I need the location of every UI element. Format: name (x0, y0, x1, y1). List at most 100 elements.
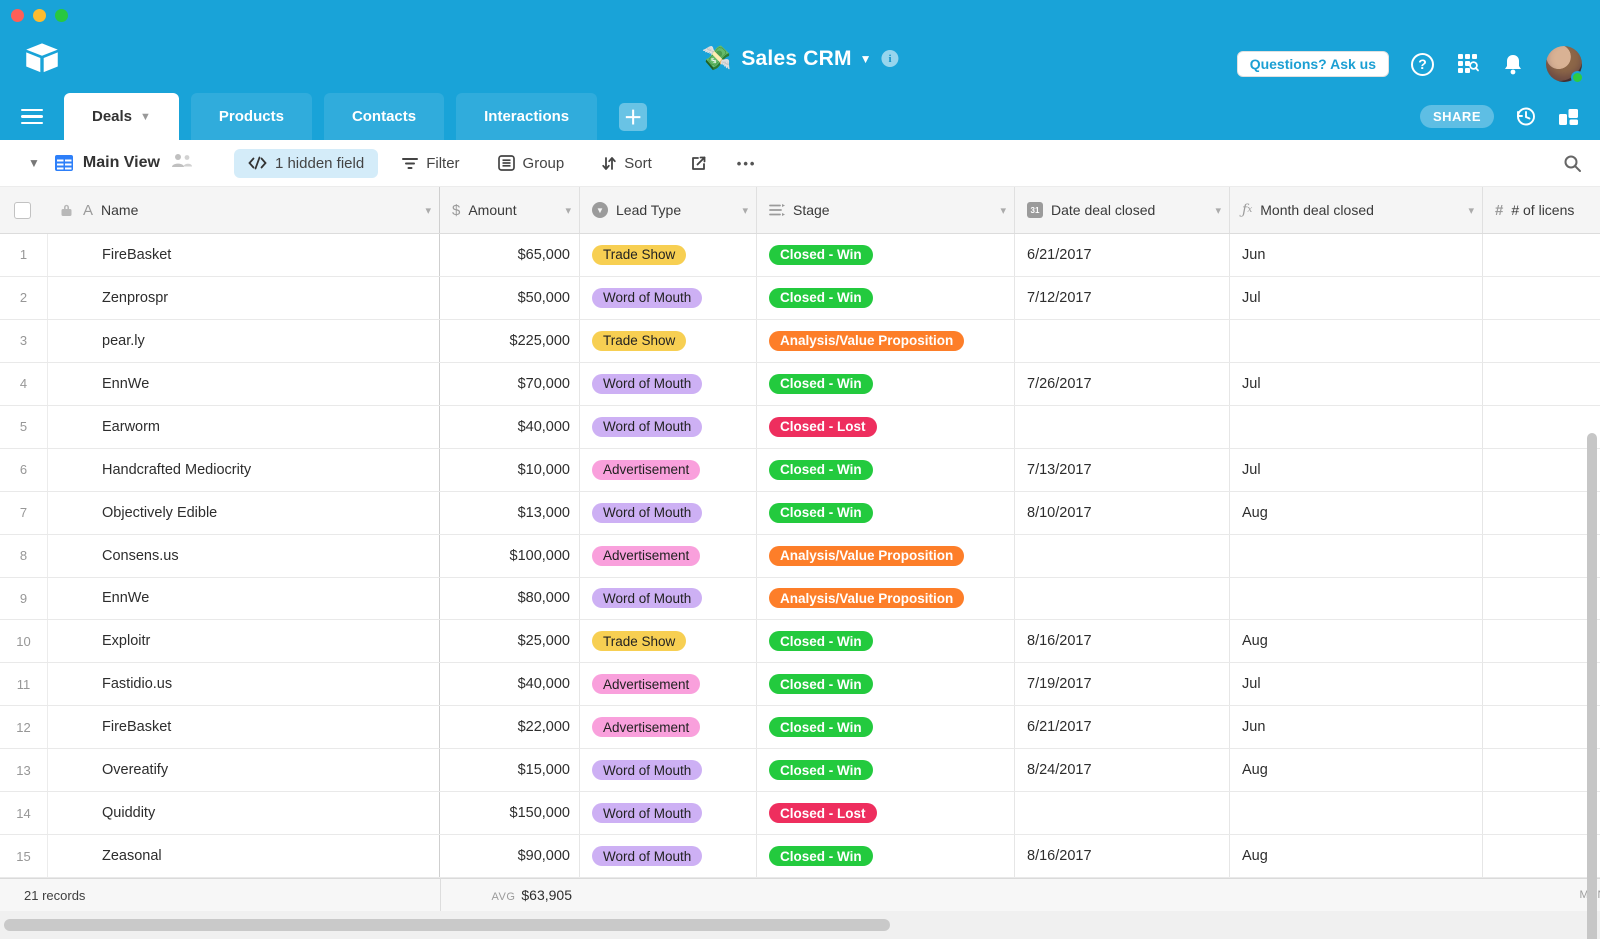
cell-date-deal-closed[interactable]: 8/24/2017 (1015, 749, 1230, 792)
cell-stage[interactable]: Closed - Lost (757, 405, 1015, 448)
view-name[interactable]: Main View (82, 154, 160, 171)
row-number-cell[interactable]: 11 (0, 663, 48, 706)
cell-month-deal-closed[interactable]: Aug (1230, 749, 1483, 792)
questions-ask-us-button[interactable]: Questions? Ask us (1236, 51, 1389, 77)
cell-lead-type[interactable]: Advertisement (580, 706, 757, 749)
cell-amount[interactable]: $10,000 (440, 448, 580, 491)
hidden-fields-button[interactable]: 1 hidden field (233, 148, 379, 178)
cell-date-deal-closed[interactable]: 6/21/2017 (1015, 234, 1230, 276)
cell-licenses[interactable] (1483, 320, 1600, 362)
cell-lead-type[interactable]: Word of Mouth (580, 276, 757, 319)
cell-month-deal-closed[interactable]: Jul (1230, 362, 1483, 405)
cell-name[interactable]: Consens.us (48, 534, 440, 577)
cell-stage[interactable]: Closed - Win (757, 749, 1015, 792)
row-number-cell[interactable]: 3 (0, 319, 48, 362)
tab-products[interactable]: Products (190, 93, 312, 140)
cell-stage[interactable]: Closed - Win (757, 663, 1015, 706)
table-row[interactable]: 15 Zeasonal $90,000 Word of Mouth Closed… (0, 835, 1600, 879)
cell-name[interactable]: Fastidio.us (48, 663, 440, 706)
amount-average-summary[interactable]: AVG $63,905 (491, 887, 572, 903)
tab-deals[interactable]: Deals ▼ (64, 93, 179, 140)
cell-lead-type[interactable]: Trade Show (580, 234, 757, 276)
cell-licenses[interactable] (1483, 363, 1600, 405)
cell-month-deal-closed[interactable] (1230, 577, 1483, 620)
cell-licenses[interactable] (1483, 620, 1600, 662)
cell-lead-type[interactable]: Advertisement (580, 663, 757, 706)
close-window-button[interactable] (11, 9, 24, 22)
base-title-group[interactable]: 💸 Sales CRM ▼ i (701, 44, 899, 73)
cell-date-deal-closed[interactable] (1015, 534, 1230, 577)
cell-lead-type[interactable]: Word of Mouth (580, 835, 757, 878)
table-row[interactable]: 2 Zenprospr $50,000 Word of Mouth Closed… (0, 276, 1600, 320)
table-row[interactable]: 7 Objectively Edible $13,000 Word of Mou… (0, 491, 1600, 535)
cell-licenses[interactable] (1483, 234, 1600, 276)
cell-amount[interactable]: $15,000 (440, 749, 580, 792)
hamburger-menu-icon[interactable] (0, 93, 64, 140)
cell-amount[interactable]: $100,000 (440, 534, 580, 577)
cell-month-deal-closed[interactable]: Jul (1230, 448, 1483, 491)
table-row[interactable]: 12 FireBasket $22,000 Advertisement Clos… (0, 706, 1600, 750)
cell-month-deal-closed[interactable] (1230, 792, 1483, 835)
history-icon[interactable] (1514, 105, 1537, 128)
cell-licenses[interactable] (1483, 663, 1600, 705)
cell-stage[interactable]: Closed - Win (757, 234, 1015, 276)
table-row[interactable]: 9 EnnWe $80,000 Word of Mouth Analysis/V… (0, 577, 1600, 621)
row-number-cell[interactable]: 14 (0, 792, 48, 835)
column-caret-icon[interactable]: ▾ (1468, 204, 1474, 217)
cell-lead-type[interactable]: Trade Show (580, 620, 757, 663)
cell-date-deal-closed[interactable]: 7/26/2017 (1015, 362, 1230, 405)
cell-name[interactable]: EnnWe (48, 362, 440, 405)
table-row[interactable]: 1 FireBasket $65,000 Trade Show Closed -… (0, 234, 1600, 277)
table-row[interactable]: 3 pear.ly $225,000 Trade Show Analysis/V… (0, 319, 1600, 363)
cell-lead-type[interactable]: Word of Mouth (580, 577, 757, 620)
column-header-date-deal-closed[interactable]: 31 Date deal closed ▾ (1015, 187, 1230, 233)
cell-stage[interactable]: Closed - Win (757, 620, 1015, 663)
tab-interactions[interactable]: Interactions (456, 93, 598, 140)
cell-licenses[interactable] (1483, 535, 1600, 577)
marketplace-search-icon[interactable] (1456, 52, 1480, 76)
cell-amount[interactable]: $80,000 (440, 577, 580, 620)
add-table-button[interactable]: ＋ (619, 102, 648, 131)
cell-licenses[interactable] (1483, 578, 1600, 620)
view-collaborators-icon[interactable] (170, 153, 194, 174)
cell-date-deal-closed[interactable]: 6/21/2017 (1015, 706, 1230, 749)
base-title-caret-icon[interactable]: ▼ (859, 51, 872, 66)
table-row[interactable]: 13 Overeatify $15,000 Word of Mouth Clos… (0, 749, 1600, 793)
table-row[interactable]: 4 EnnWe $70,000 Word of Mouth Closed - W… (0, 362, 1600, 406)
row-number-cell[interactable]: 12 (0, 706, 48, 749)
column-header-amount[interactable]: $ Amount ▾ (440, 187, 580, 233)
cell-lead-type[interactable]: Advertisement (580, 534, 757, 577)
cell-month-deal-closed[interactable]: Jun (1230, 706, 1483, 749)
cell-date-deal-closed[interactable] (1015, 405, 1230, 448)
cell-date-deal-closed[interactable]: 7/13/2017 (1015, 448, 1230, 491)
minimize-window-button[interactable] (33, 9, 46, 22)
cell-month-deal-closed[interactable]: Jun (1230, 234, 1483, 276)
cell-amount[interactable]: $40,000 (440, 663, 580, 706)
cell-lead-type[interactable]: Word of Mouth (580, 491, 757, 534)
table-row[interactable]: 11 Fastidio.us $40,000 Advertisement Clo… (0, 663, 1600, 707)
row-number-cell[interactable]: 1 (0, 234, 48, 276)
cell-name[interactable]: Objectively Edible (48, 491, 440, 534)
row-number-cell[interactable]: 9 (0, 577, 48, 620)
column-caret-icon[interactable]: ▾ (742, 204, 748, 217)
row-number-cell[interactable]: 6 (0, 448, 48, 491)
cell-stage[interactable]: Closed - Lost (757, 792, 1015, 835)
cell-licenses[interactable] (1483, 492, 1600, 534)
sort-button[interactable]: Sort (602, 155, 652, 172)
cell-month-deal-closed[interactable] (1230, 319, 1483, 362)
cell-licenses[interactable] (1483, 706, 1600, 748)
column-header-licenses[interactable]: # # of licens (1495, 201, 1575, 219)
cell-name[interactable]: FireBasket (48, 706, 440, 749)
cell-amount[interactable]: $50,000 (440, 276, 580, 319)
column-caret-icon[interactable]: ▾ (1215, 204, 1221, 217)
collaborators-blocks-icon[interactable] (1557, 105, 1580, 128)
share-view-icon[interactable] (690, 155, 707, 172)
cell-lead-type[interactable]: Word of Mouth (580, 749, 757, 792)
cell-licenses[interactable] (1483, 406, 1600, 448)
info-icon[interactable]: i (881, 50, 899, 67)
column-header-stage[interactable]: Stage ▾ (757, 187, 1015, 233)
filter-button[interactable]: Filter (402, 155, 460, 172)
more-options-button[interactable]: ••• (736, 155, 757, 171)
table-row[interactable]: 5 Earworm $40,000 Word of Mouth Closed -… (0, 405, 1600, 449)
cell-stage[interactable]: Closed - Win (757, 491, 1015, 534)
